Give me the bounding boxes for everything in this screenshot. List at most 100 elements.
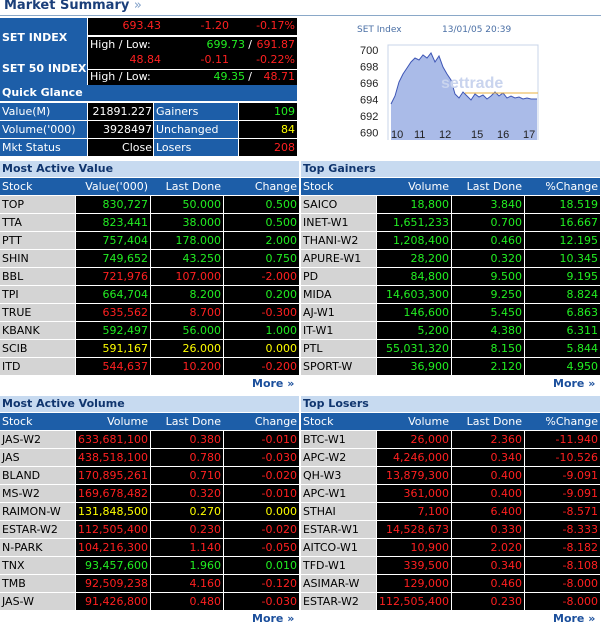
set50-index-label[interactable]: SET 50 INDEX <box>0 49 87 87</box>
most-active-value-cell-col-a: 749,652 <box>76 250 150 267</box>
stock-symbol[interactable]: ASIMAR-W <box>301 575 376 592</box>
top-losers-cell-col-b: 0.400 <box>452 485 524 502</box>
stock-symbol[interactable]: TFD-W1 <box>301 557 376 574</box>
stock-symbol[interactable]: SPORT-W <box>301 358 376 375</box>
stock-symbol[interactable]: INET-W1 <box>301 214 376 231</box>
top-gainers-cell-col-a: 55,031,320 <box>377 340 451 357</box>
top-losers-header-col-b[interactable]: Last Done <box>466 415 522 428</box>
stock-symbol[interactable]: RAIMON-W <box>0 503 75 520</box>
stock-symbol[interactable]: PTT <box>0 232 75 249</box>
table-row: APC-W1 361,000 0.400 -9.091 <box>301 485 600 502</box>
table-row: N-PARK 104,216,300 1.140 -0.050 <box>0 539 299 556</box>
most-active-value-cell-col-a: 721,976 <box>76 268 150 285</box>
table-row: TOP 830,727 50.000 0.500 <box>0 196 299 213</box>
stock-symbol[interactable]: TRUE <box>0 304 75 321</box>
most-active-value-cell-col-b: 56.000 <box>151 322 223 339</box>
stock-symbol[interactable]: APURE-W1 <box>301 250 376 267</box>
stock-symbol[interactable]: ESTAR-W2 <box>301 593 376 610</box>
mini-chart-y-ticks: 700 698 696 694 692 690 <box>360 45 378 140</box>
value-amount: 21891.227 <box>88 103 153 120</box>
mini-chart-x-tick: 12 <box>439 129 451 140</box>
stock-symbol[interactable]: PTL <box>301 340 376 357</box>
most-active-value-cell-col-a: 544,637 <box>76 358 150 375</box>
table-row: BLAND 170,895,261 0.710 -0.020 <box>0 467 299 484</box>
stock-symbol[interactable]: TNX <box>0 557 75 574</box>
stock-symbol[interactable]: ESTAR-W1 <box>301 521 376 538</box>
stock-symbol[interactable]: ITD <box>0 358 75 375</box>
stock-symbol[interactable]: TOP <box>0 196 75 213</box>
more-link-top-gainers[interactable]: More » <box>553 377 596 390</box>
most-active-volume-cell-col-b: 0.480 <box>151 593 223 610</box>
more-link-most-active-volume[interactable]: More » <box>252 612 295 625</box>
stock-symbol[interactable]: AITCO-W1 <box>301 539 376 556</box>
most-active-volume-cell-col-c: 0.010 <box>224 557 299 574</box>
most-active-volume-header-col-c[interactable]: Change <box>254 415 297 428</box>
most-active-value-header-stock[interactable]: Stock <box>2 180 33 193</box>
top-losers-cell-col-a: 13,879,300 <box>377 467 451 484</box>
losers-count: 208 <box>239 139 297 156</box>
most-active-volume-cell-col-b: 0.710 <box>151 467 223 484</box>
stock-symbol[interactable]: SCIB <box>0 340 75 357</box>
more-link-most-active-value[interactable]: More » <box>252 377 295 390</box>
most-active-value-header-col-b[interactable]: Last Done <box>165 180 221 193</box>
most-active-volume-header-col-a[interactable]: Volume <box>107 415 148 428</box>
stock-symbol[interactable]: TMB <box>0 575 75 592</box>
stock-symbol[interactable]: TTA <box>0 214 75 231</box>
stock-symbol[interactable]: JAS-W <box>0 593 75 610</box>
top-losers-header-stock[interactable]: Stock <box>303 415 334 428</box>
top-losers-header-col-c[interactable]: %Change <box>545 415 598 428</box>
top-losers-cell-col-c: -8.000 <box>525 575 600 592</box>
top-gainers-header-stock[interactable]: Stock <box>303 180 334 193</box>
top-losers-cell-col-c: -8.182 <box>525 539 600 556</box>
table-row: RAIMON-W 131,848,500 0.270 0.000 <box>0 503 299 520</box>
most-active-value-cell-col-c: -0.300 <box>224 304 299 321</box>
stock-symbol[interactable]: BBL <box>0 268 75 285</box>
stock-symbol[interactable]: PD <box>301 268 376 285</box>
stock-symbol[interactable]: SHIN <box>0 250 75 267</box>
more-link-top-losers[interactable]: More » <box>553 612 596 625</box>
most-active-value-cell-col-b: 50.000 <box>151 196 223 213</box>
top-gainers-header-col-a[interactable]: Volume <box>408 180 449 193</box>
stock-symbol[interactable]: TPI <box>0 286 75 303</box>
stock-symbol[interactable]: AJ-W1 <box>301 304 376 321</box>
stock-symbol[interactable]: BTC-W1 <box>301 431 376 448</box>
most-active-volume-cell-col-a: 93,457,600 <box>76 557 150 574</box>
table-row: TMB 92,509,238 4.160 -0.120 <box>0 575 299 592</box>
stock-symbol[interactable]: JAS <box>0 449 75 466</box>
table-row: STHAI 7,100 6.400 -8.571 <box>301 503 600 520</box>
mkt-status-value: Close <box>88 139 153 156</box>
double-chevron-icon: » <box>133 0 142 13</box>
volume-label: Volume('000) <box>0 121 87 138</box>
stock-symbol[interactable]: ESTAR-W2 <box>0 521 75 538</box>
most-active-volume-header-stock[interactable]: Stock <box>2 415 33 428</box>
stock-symbol[interactable]: THANI-W2 <box>301 232 376 249</box>
most-active-value-header-col-c[interactable]: Change <box>254 180 297 193</box>
stock-symbol[interactable]: KBANK <box>0 322 75 339</box>
most-active-volume-header-col-b[interactable]: Last Done <box>165 415 221 428</box>
most-active-value-cell-col-b: 8.700 <box>151 304 223 321</box>
stock-symbol[interactable]: QH-W3 <box>301 467 376 484</box>
stock-symbol[interactable]: IT-W1 <box>301 322 376 339</box>
mini-chart-area <box>391 53 537 140</box>
value-label: Value(M) <box>0 103 87 120</box>
stock-symbol[interactable]: APC-W2 <box>301 449 376 466</box>
stock-symbol[interactable]: APC-W1 <box>301 485 376 502</box>
unchanged-count: 84 <box>239 121 297 138</box>
most-active-volume-cell-col-c: -0.030 <box>224 593 299 610</box>
stock-symbol[interactable]: MIDA <box>301 286 376 303</box>
most-active-volume-cell-col-b: 0.270 <box>151 503 223 520</box>
stock-symbol[interactable]: JAS-W2 <box>0 431 75 448</box>
stock-symbol[interactable]: MS-W2 <box>0 485 75 502</box>
top-gainers-header-col-c[interactable]: %Change <box>545 180 598 193</box>
highlow-sep: / <box>248 38 252 51</box>
stock-symbol[interactable]: N-PARK <box>0 539 75 556</box>
stock-symbol[interactable]: SAICO <box>301 196 376 213</box>
stock-symbol[interactable]: BLAND <box>0 467 75 484</box>
top-gainers-cell-col-b: 3.840 <box>452 196 524 213</box>
set-index-mini-chart[interactable]: SET Index 13/01/05 20:39 settrade 700 698… <box>355 22 541 140</box>
most-active-value-header-col-a[interactable]: Value('000) <box>85 180 148 193</box>
stock-symbol[interactable]: STHAI <box>301 503 376 520</box>
top-losers-header-col-a[interactable]: Volume <box>408 415 449 428</box>
top-gainers-header-col-b[interactable]: Last Done <box>466 180 522 193</box>
top-gainers-cell-col-c: 9.195 <box>525 268 600 285</box>
